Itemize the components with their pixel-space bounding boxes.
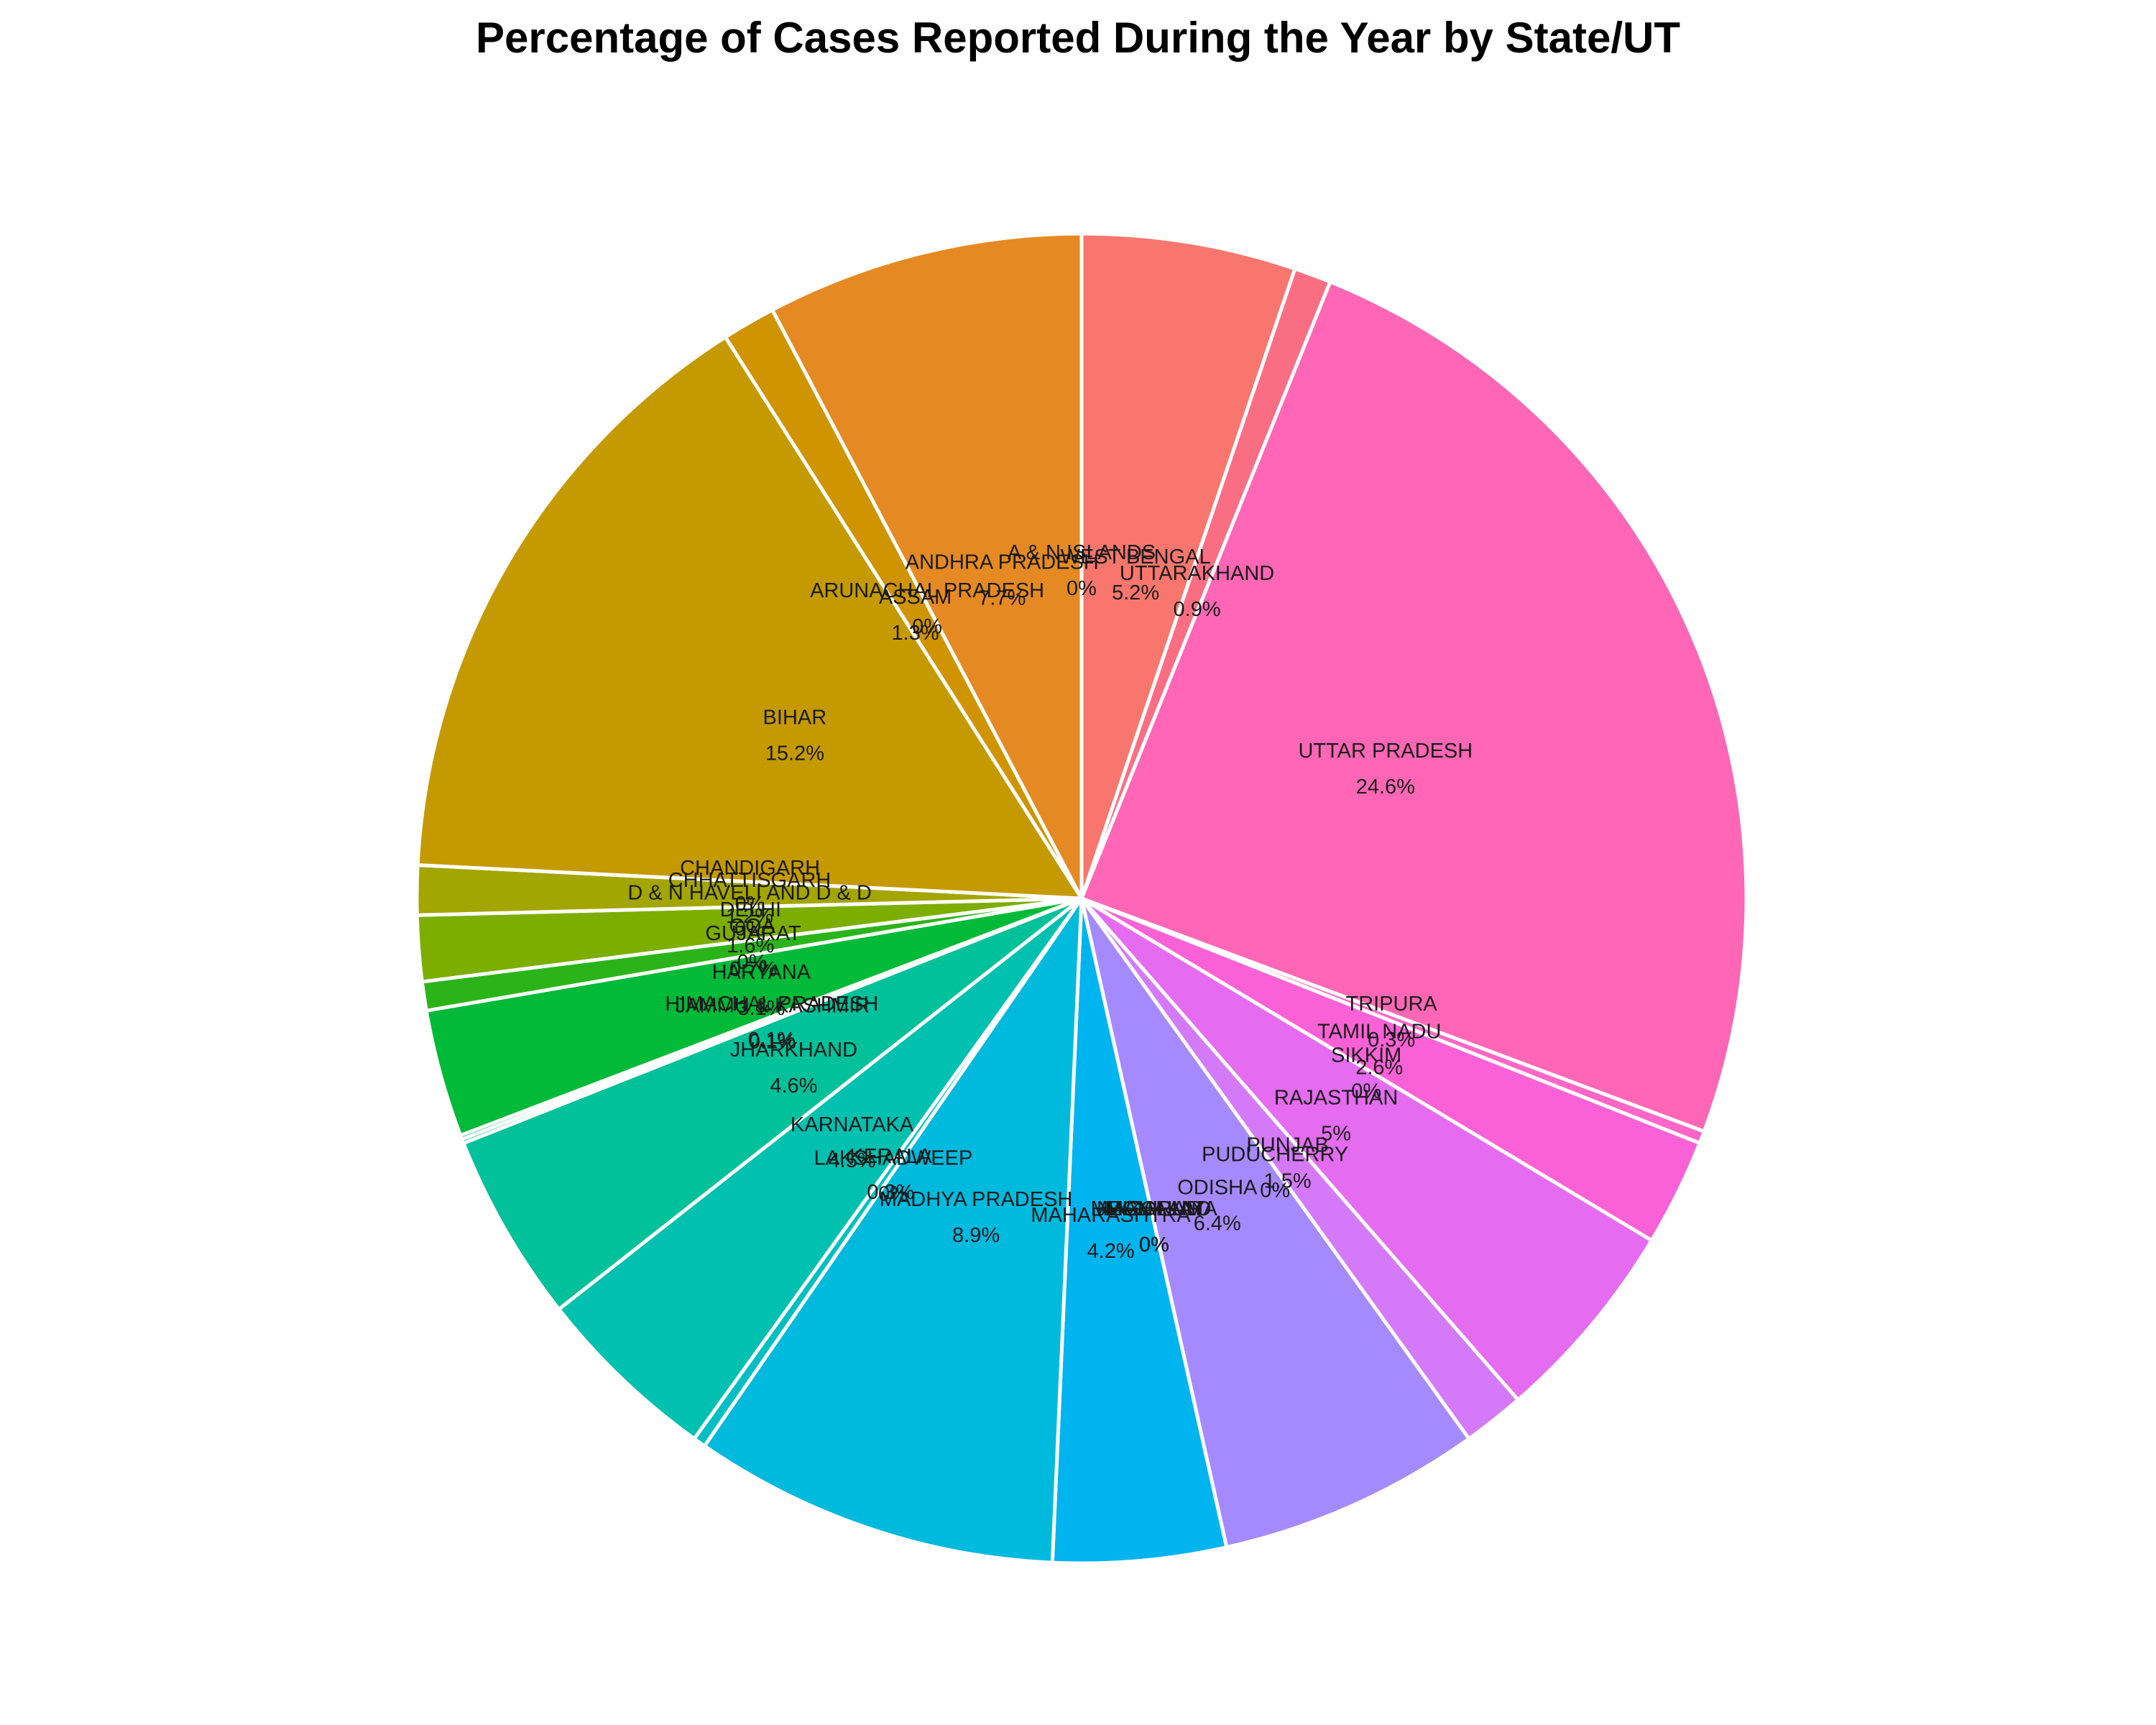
slice-label-gujarat: GUJARAT — [705, 922, 801, 945]
slice-value-manipur: 0% — [1139, 1233, 1169, 1256]
slice-bihar — [415, 334, 1085, 901]
slice-value-sikkim: 0% — [1351, 1080, 1381, 1103]
slice-label-lakshadweep: LAKSHADWEEP — [814, 1146, 973, 1169]
slice-label-goa: GOA — [729, 915, 775, 938]
slice-value-chhattisgarh: 1.2% — [726, 905, 773, 928]
slice-value-odisha: 6.4% — [1194, 1213, 1241, 1236]
slice-value-maharashtra: 4.2% — [1087, 1240, 1135, 1263]
slice-value-punjab: 1.5% — [1264, 1169, 1312, 1192]
slice-label-jammu-and-kashmir: JAMMU & KASHMIR — [676, 995, 870, 1018]
slice-label-jharkhand: JHARKHAND — [730, 1039, 857, 1062]
slice-label-sikkim: SIKKIM — [1331, 1044, 1401, 1067]
slice-value-gujarat: 0.7% — [729, 958, 777, 981]
slice-value-uttarakhand: 0.9% — [1174, 598, 1221, 621]
slice-value-assam: 1.3% — [892, 622, 939, 645]
slice-label-maharashtra: MAHARASHTRA — [1031, 1204, 1191, 1227]
slice-label-manipur: MANIPUR — [1106, 1197, 1202, 1220]
slice-west-bengal — [1079, 231, 1298, 899]
slice-label-himachal-pradesh: HIMACHAL PRADESH — [665, 993, 878, 1016]
slice-label-odisha: ODISHA — [1177, 1177, 1258, 1200]
slice-value-a-and-n-islands: 0% — [1067, 577, 1097, 600]
slice-label-arunachal-pradesh: ARUNACHAL PRADESH — [810, 579, 1044, 602]
slice-value-madhya-pradesh: 8.9% — [952, 1224, 1000, 1247]
slice-value-rajasthan: 5% — [1321, 1123, 1351, 1146]
slice-label-rajasthan: RAJASTHAN — [1274, 1087, 1398, 1110]
slice-label-uttarakhand: UTTARAKHAND — [1120, 562, 1274, 585]
slice-value-west-bengal: 5.2% — [1112, 581, 1159, 604]
slice-label-mizoram: MIZORAM — [1105, 1197, 1203, 1220]
slice-value-chandigarh: 0% — [735, 893, 765, 916]
slice-label-haryana: HARYANA — [712, 961, 811, 984]
slice-label-d-and-n-haveli-and-d-and-d: D & N HAVELI AND D & D — [627, 882, 872, 905]
slice-label-delhi: DELHI — [720, 898, 781, 921]
slice-value-bihar: 15.2% — [765, 742, 824, 765]
slice-label-chhattisgarh: CHHATTISGARH — [668, 869, 831, 892]
slice-value-d-and-n-haveli-and-d-and-d: 0% — [734, 918, 765, 941]
slice-value-tripura: 0.3% — [1368, 1029, 1415, 1052]
slice-label-bihar: BIHAR — [763, 706, 827, 729]
slice-value-goa: 0% — [737, 951, 768, 974]
slice-madhya-pradesh — [701, 892, 1084, 1565]
slice-value-lakshadweep: 0% — [878, 1182, 908, 1205]
pie-labels: WEST BENGAL 5.2%UTTARAKHAND 0.9% UTTAR PRAD… — [627, 541, 1473, 1263]
slice-value-meghalaya: 0% — [1139, 1233, 1169, 1256]
slice-odisha — [1079, 897, 1472, 1550]
slice-value-himachal-pradesh: 0.1% — [748, 1029, 796, 1052]
slice-value-tamil-nadu: 2.6% — [1355, 1057, 1403, 1080]
slice-value-nagaland: 0% — [1139, 1233, 1169, 1256]
slice-value-arunachal-pradesh: 0% — [912, 615, 942, 638]
slice-value-mizoram: 0% — [1139, 1233, 1169, 1256]
slice-value-andhra-pradesh: 7.7% — [978, 586, 1026, 610]
slice-value-jammu-and-kashmir: 0.1% — [749, 1031, 796, 1054]
slice-jharkhand — [461, 896, 1083, 1312]
slice-label-meghalaya: MEGHALAYA — [1091, 1197, 1218, 1220]
slice-value-haryana: 3.1% — [737, 997, 785, 1020]
chart-title: Percentage of Cases Reported During the … — [475, 14, 1681, 62]
slice-label-chandigarh: CHANDIGARH — [680, 857, 820, 880]
pie-slices — [415, 231, 1749, 1565]
slice-andhra-pradesh — [770, 231, 1084, 900]
slice-label-kerala: KERALA — [849, 1145, 932, 1168]
slice-value-jharkhand: 4.6% — [770, 1075, 817, 1098]
slice-value-uttar-pradesh: 24.6% — [1356, 776, 1415, 799]
slice-label-tamil-nadu: TAMIL NADU — [1317, 1021, 1441, 1044]
slice-label-west-bengal: WEST BENGAL — [1061, 546, 1211, 569]
slice-value-karnataka: 4.5% — [829, 1149, 876, 1172]
slice-label-a-and-n-islands: A & N ISLANDS — [1008, 541, 1156, 564]
slice-label-punjab: PUNJAB — [1246, 1133, 1328, 1156]
slice-label-karnataka: KARNATAKA — [791, 1113, 914, 1136]
slice-label-nagaland: NAGALAND — [1097, 1197, 1212, 1220]
slice-value-kerala: 0.3% — [867, 1181, 914, 1204]
slice-label-uttar-pradesh: UTTAR PRADESH — [1298, 740, 1473, 763]
slice-value-puducherry: 0% — [1260, 1179, 1290, 1202]
slice-label-tripura: TRIPURA — [1345, 993, 1437, 1016]
slice-rajasthan — [1080, 896, 1654, 1403]
slice-value-delhi: 1.6% — [727, 934, 774, 957]
slice-label-andhra-pradesh: ANDHRA PRADESH — [906, 551, 1099, 574]
slice-label-assam: ASSAM — [879, 586, 952, 609]
slice-label-puducherry: PUDUCHERRY — [1202, 1143, 1348, 1166]
slice-uttar-pradesh — [1079, 279, 1749, 1134]
slice-maharashtra — [1050, 898, 1229, 1565]
slice-label-madhya-pradesh: MADHYA PRADESH — [880, 1188, 1073, 1211]
slice-karnataka — [556, 897, 1084, 1442]
